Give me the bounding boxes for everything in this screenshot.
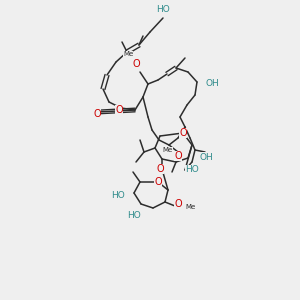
Text: HO: HO [156,5,170,14]
Text: O: O [156,164,164,174]
Text: O: O [132,59,140,69]
Text: HO: HO [127,212,141,220]
Text: Me: Me [123,51,133,57]
Text: OH: OH [205,79,219,88]
Text: O: O [115,105,123,115]
Text: O: O [154,177,162,187]
Text: HO: HO [185,166,199,175]
Text: Me: Me [162,147,172,153]
Text: O: O [174,199,182,209]
Text: O: O [174,151,182,161]
Text: HO: HO [111,191,125,200]
Text: Me: Me [185,204,195,210]
Text: O: O [179,128,187,138]
Text: OH: OH [200,152,214,161]
Text: O: O [93,109,101,119]
